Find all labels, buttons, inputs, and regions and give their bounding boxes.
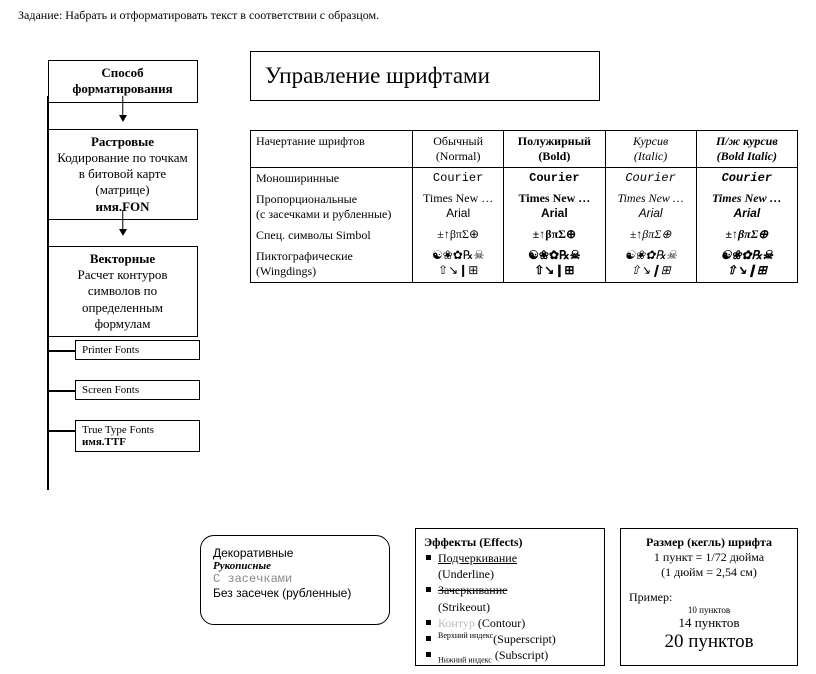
- effect-item: Зачеркивание(Strikeout): [424, 582, 596, 614]
- ttf-box: True Type Fonts имя.TTF: [75, 420, 200, 452]
- size-line: (1 дюйм = 2,54 см): [629, 565, 789, 580]
- effect-item: Верхний индекс(Superscript): [424, 631, 596, 647]
- size-sample: 20 пунктов: [629, 631, 789, 653]
- raster-box: Растровые Кодирование по точкам в битово…: [48, 129, 198, 220]
- vector-body: Расчет контуров символов по определенным…: [77, 267, 167, 331]
- table-body: Моноширинные Пропорциональные(с засечкам…: [251, 168, 798, 283]
- decorative-box: Декоративные Рукописные С засечками Без …: [200, 535, 390, 625]
- size-example-label: Пример:: [629, 590, 789, 605]
- main-title: Управление шрифтами: [250, 51, 600, 101]
- screen-fonts-box: Screen Fonts: [75, 380, 200, 400]
- font-table: Начертание шрифтов Обычный(Normal) Полуж…: [250, 130, 798, 283]
- ttf-label: True Type Fonts: [82, 424, 154, 436]
- decor-line: Без засечек (рубленные): [213, 586, 377, 600]
- task-text: Задание: Набрать и отформатировать текст…: [18, 8, 379, 23]
- effect-item: Нижний индекс (Subscript): [424, 647, 596, 666]
- decor-line: С засечками: [213, 572, 377, 586]
- size-sample: 10 пунктов: [629, 605, 789, 615]
- size-box: Размер (кегль) шрифта 1 пункт = 1/72 дюй…: [620, 528, 798, 666]
- size-title: Размер (кегль) шрифта: [629, 535, 789, 550]
- effect-item: Контур (Contour): [424, 615, 596, 631]
- decor-line: Рукописные: [213, 560, 377, 572]
- size-sample: 14 пунктов: [629, 615, 789, 631]
- row-mono: Моноширинные: [256, 171, 407, 186]
- size-line: 1 пункт = 1/72 дюйма: [629, 550, 789, 565]
- vector-title: Векторные: [90, 251, 155, 266]
- vector-box: Векторные Расчет контуров символов по оп…: [48, 246, 198, 337]
- effect-item: Подчеркивание(Underline): [424, 550, 596, 582]
- effects-title: Эффекты (Effects): [424, 535, 596, 550]
- sidebar: Способ форматирования Растровые Кодирова…: [30, 60, 215, 337]
- table-header-row: Начертание шрифтов Обычный(Normal) Полуж…: [251, 131, 798, 168]
- effects-box: Эффекты (Effects) Подчеркивание(Underlin…: [415, 528, 605, 666]
- raster-body: Кодирование по точкам в битовой карте (м…: [57, 150, 187, 198]
- raster-title: Растровые: [91, 134, 154, 149]
- hdr-style: Начертание шрифтов: [251, 131, 413, 168]
- ttf-ext: имя.TTF: [82, 436, 126, 448]
- decor-line: Декоративные: [213, 546, 377, 560]
- printer-fonts-box: Printer Fonts: [75, 340, 200, 360]
